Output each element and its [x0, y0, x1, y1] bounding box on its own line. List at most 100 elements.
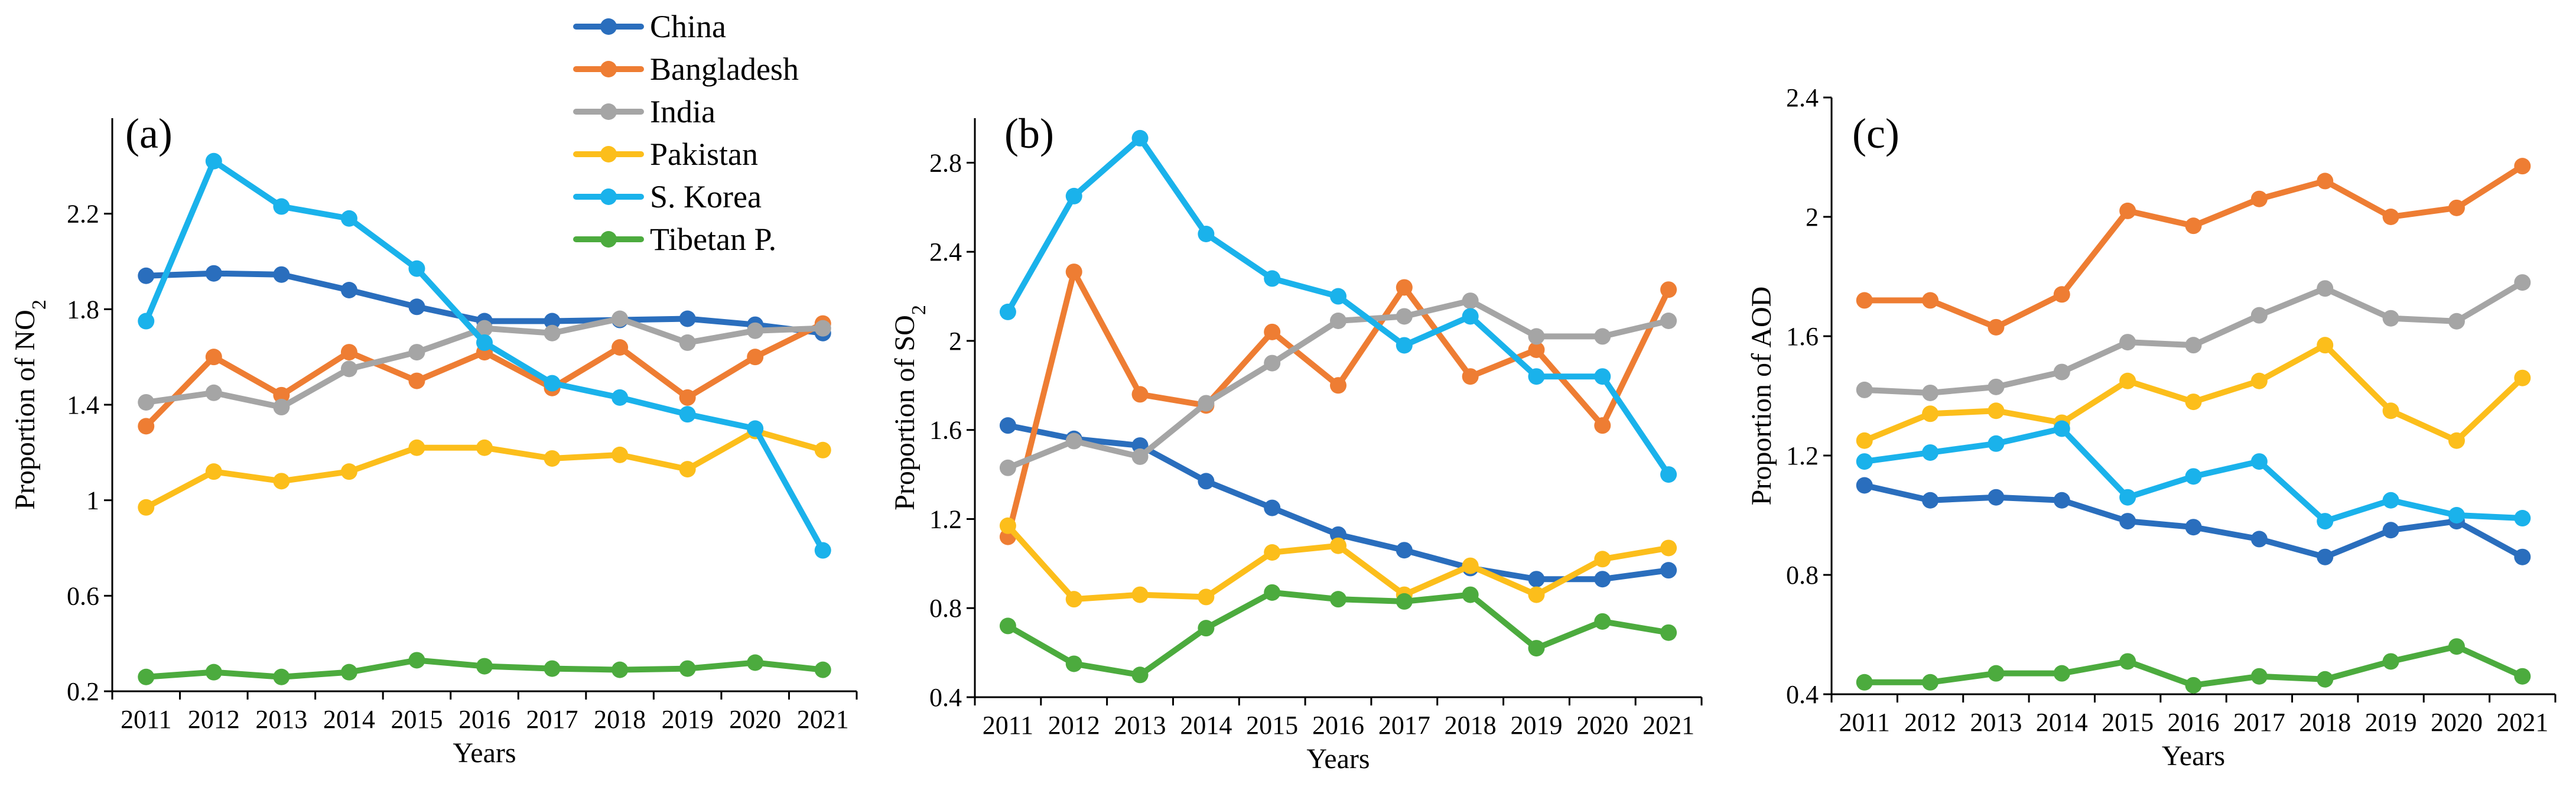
series-tibetan-p — [138, 652, 831, 685]
data-point-bangladesh — [1594, 417, 1611, 434]
panel-label: (a) — [125, 110, 173, 157]
x-tick-label: 2014 — [323, 705, 375, 734]
x-tick-label: 2015 — [1246, 711, 1298, 740]
data-point-tibetan-p — [1594, 613, 1611, 630]
data-point-tibetan-p — [408, 652, 425, 669]
data-point-bangladesh — [1264, 323, 1281, 340]
data-point-pakistan — [2250, 372, 2268, 389]
data-point-pakistan — [205, 463, 222, 480]
data-point-china — [2250, 531, 2268, 548]
y-tick-label: 2.4 — [1786, 83, 1819, 112]
y-tick-label: 1.2 — [1786, 441, 1819, 470]
data-point-s-korea — [2053, 420, 2070, 437]
data-point-china — [205, 265, 222, 282]
x-tick-label: 2018 — [2299, 708, 2351, 737]
data-point-india — [2514, 274, 2531, 291]
data-point-india — [1988, 378, 2005, 395]
data-point-tibetan-p — [1131, 666, 1149, 684]
data-point-tibetan-p — [1922, 674, 1939, 691]
x-tick-label: 2021 — [1642, 711, 1694, 740]
x-tick-label: 2019 — [662, 705, 714, 734]
data-point-pakistan — [679, 461, 696, 478]
data-point-india — [1396, 308, 1413, 325]
data-point-bangladesh — [1131, 386, 1149, 403]
data-point-tibetan-p — [1264, 584, 1281, 601]
x-tick-label: 2012 — [1048, 711, 1100, 740]
data-point-pakistan — [1462, 557, 1479, 574]
data-point-china — [340, 282, 357, 298]
data-point-china — [2185, 519, 2202, 536]
data-point-china — [1856, 477, 1873, 494]
data-point-tibetan-p — [1988, 665, 2005, 682]
data-point-s-korea — [2185, 468, 2202, 485]
series-line-s-korea — [1004, 135, 1672, 478]
data-point-china — [1528, 571, 1545, 588]
data-point-s-korea — [1594, 368, 1611, 385]
y-axis-title: Proportion of AOD — [1746, 287, 1777, 506]
data-point-bangladesh — [2317, 173, 2334, 190]
data-point-india — [1065, 432, 1082, 450]
data-point-pakistan — [2514, 369, 2531, 386]
x-tick-label: 2014 — [2036, 708, 2088, 737]
series-bangladesh — [1856, 158, 2531, 336]
data-point-s-korea — [999, 303, 1016, 320]
data-point-s-korea — [1396, 337, 1413, 354]
data-point-tibetan-p — [205, 664, 222, 681]
data-point-india — [476, 320, 493, 337]
data-point-pakistan — [1198, 588, 1215, 606]
data-point-s-korea — [2317, 513, 2334, 530]
data-point-india — [2053, 363, 2070, 381]
data-point-s-korea — [679, 406, 696, 423]
data-point-bangladesh — [1330, 377, 1346, 394]
data-point-india — [1660, 313, 1677, 329]
y-tick-label: 0.2 — [67, 677, 99, 706]
series-india — [138, 310, 831, 416]
series-india — [999, 292, 1677, 476]
x-tick-label: 2017 — [2233, 708, 2285, 737]
legend-label: Pakistan — [650, 136, 758, 172]
data-point-bangladesh — [1065, 264, 1082, 281]
x-tick-label: 2013 — [1114, 711, 1166, 740]
data-point-india — [1462, 292, 1479, 310]
data-point-china — [1396, 542, 1413, 559]
data-point-china — [1988, 489, 2005, 506]
data-point-tibetan-p — [2185, 677, 2202, 694]
data-point-pakistan — [408, 439, 425, 456]
data-point-bangladesh — [2053, 286, 2070, 303]
data-point-bangladesh — [2514, 158, 2531, 175]
data-point-tibetan-p — [999, 617, 1016, 635]
data-point-india — [1594, 328, 1611, 345]
data-point-india — [1131, 448, 1149, 465]
data-point-pakistan — [340, 463, 357, 480]
series-pakistan — [138, 422, 831, 516]
x-tick-label: 2012 — [1904, 708, 1956, 737]
series-china — [1856, 477, 2531, 565]
data-point-s-korea — [408, 260, 425, 277]
x-tick-label: 2012 — [188, 705, 240, 734]
legend-swatch-marker — [600, 231, 617, 248]
data-point-s-korea — [476, 334, 493, 351]
data-point-india — [2382, 310, 2399, 327]
data-point-india — [2448, 313, 2465, 330]
data-point-china — [679, 310, 696, 327]
data-point-tibetan-p — [476, 658, 493, 675]
legend-label: Tibetan P. — [650, 222, 776, 257]
data-point-tibetan-p — [814, 661, 831, 678]
x-tick-label: 2017 — [526, 705, 578, 734]
legend-item-s-korea: S. Korea — [573, 179, 762, 214]
data-point-china — [2119, 513, 2136, 530]
y-tick-label: 1.2 — [929, 505, 962, 534]
data-point-tibetan-p — [273, 668, 290, 685]
data-point-bangladesh — [1462, 368, 1479, 385]
legend-label: India — [650, 94, 715, 129]
x-tick-label: 2016 — [458, 705, 510, 734]
legend-label: Bangladesh — [650, 51, 799, 87]
data-point-s-korea — [1065, 187, 1082, 204]
data-point-india — [544, 324, 561, 342]
data-point-china — [2514, 548, 2531, 565]
data-point-bangladesh — [747, 349, 764, 366]
data-point-china — [2053, 492, 2070, 509]
data-point-tibetan-p — [1330, 591, 1346, 608]
y-tick-label: 1.8 — [67, 295, 99, 324]
x-tick-label: 2020 — [2431, 708, 2483, 737]
